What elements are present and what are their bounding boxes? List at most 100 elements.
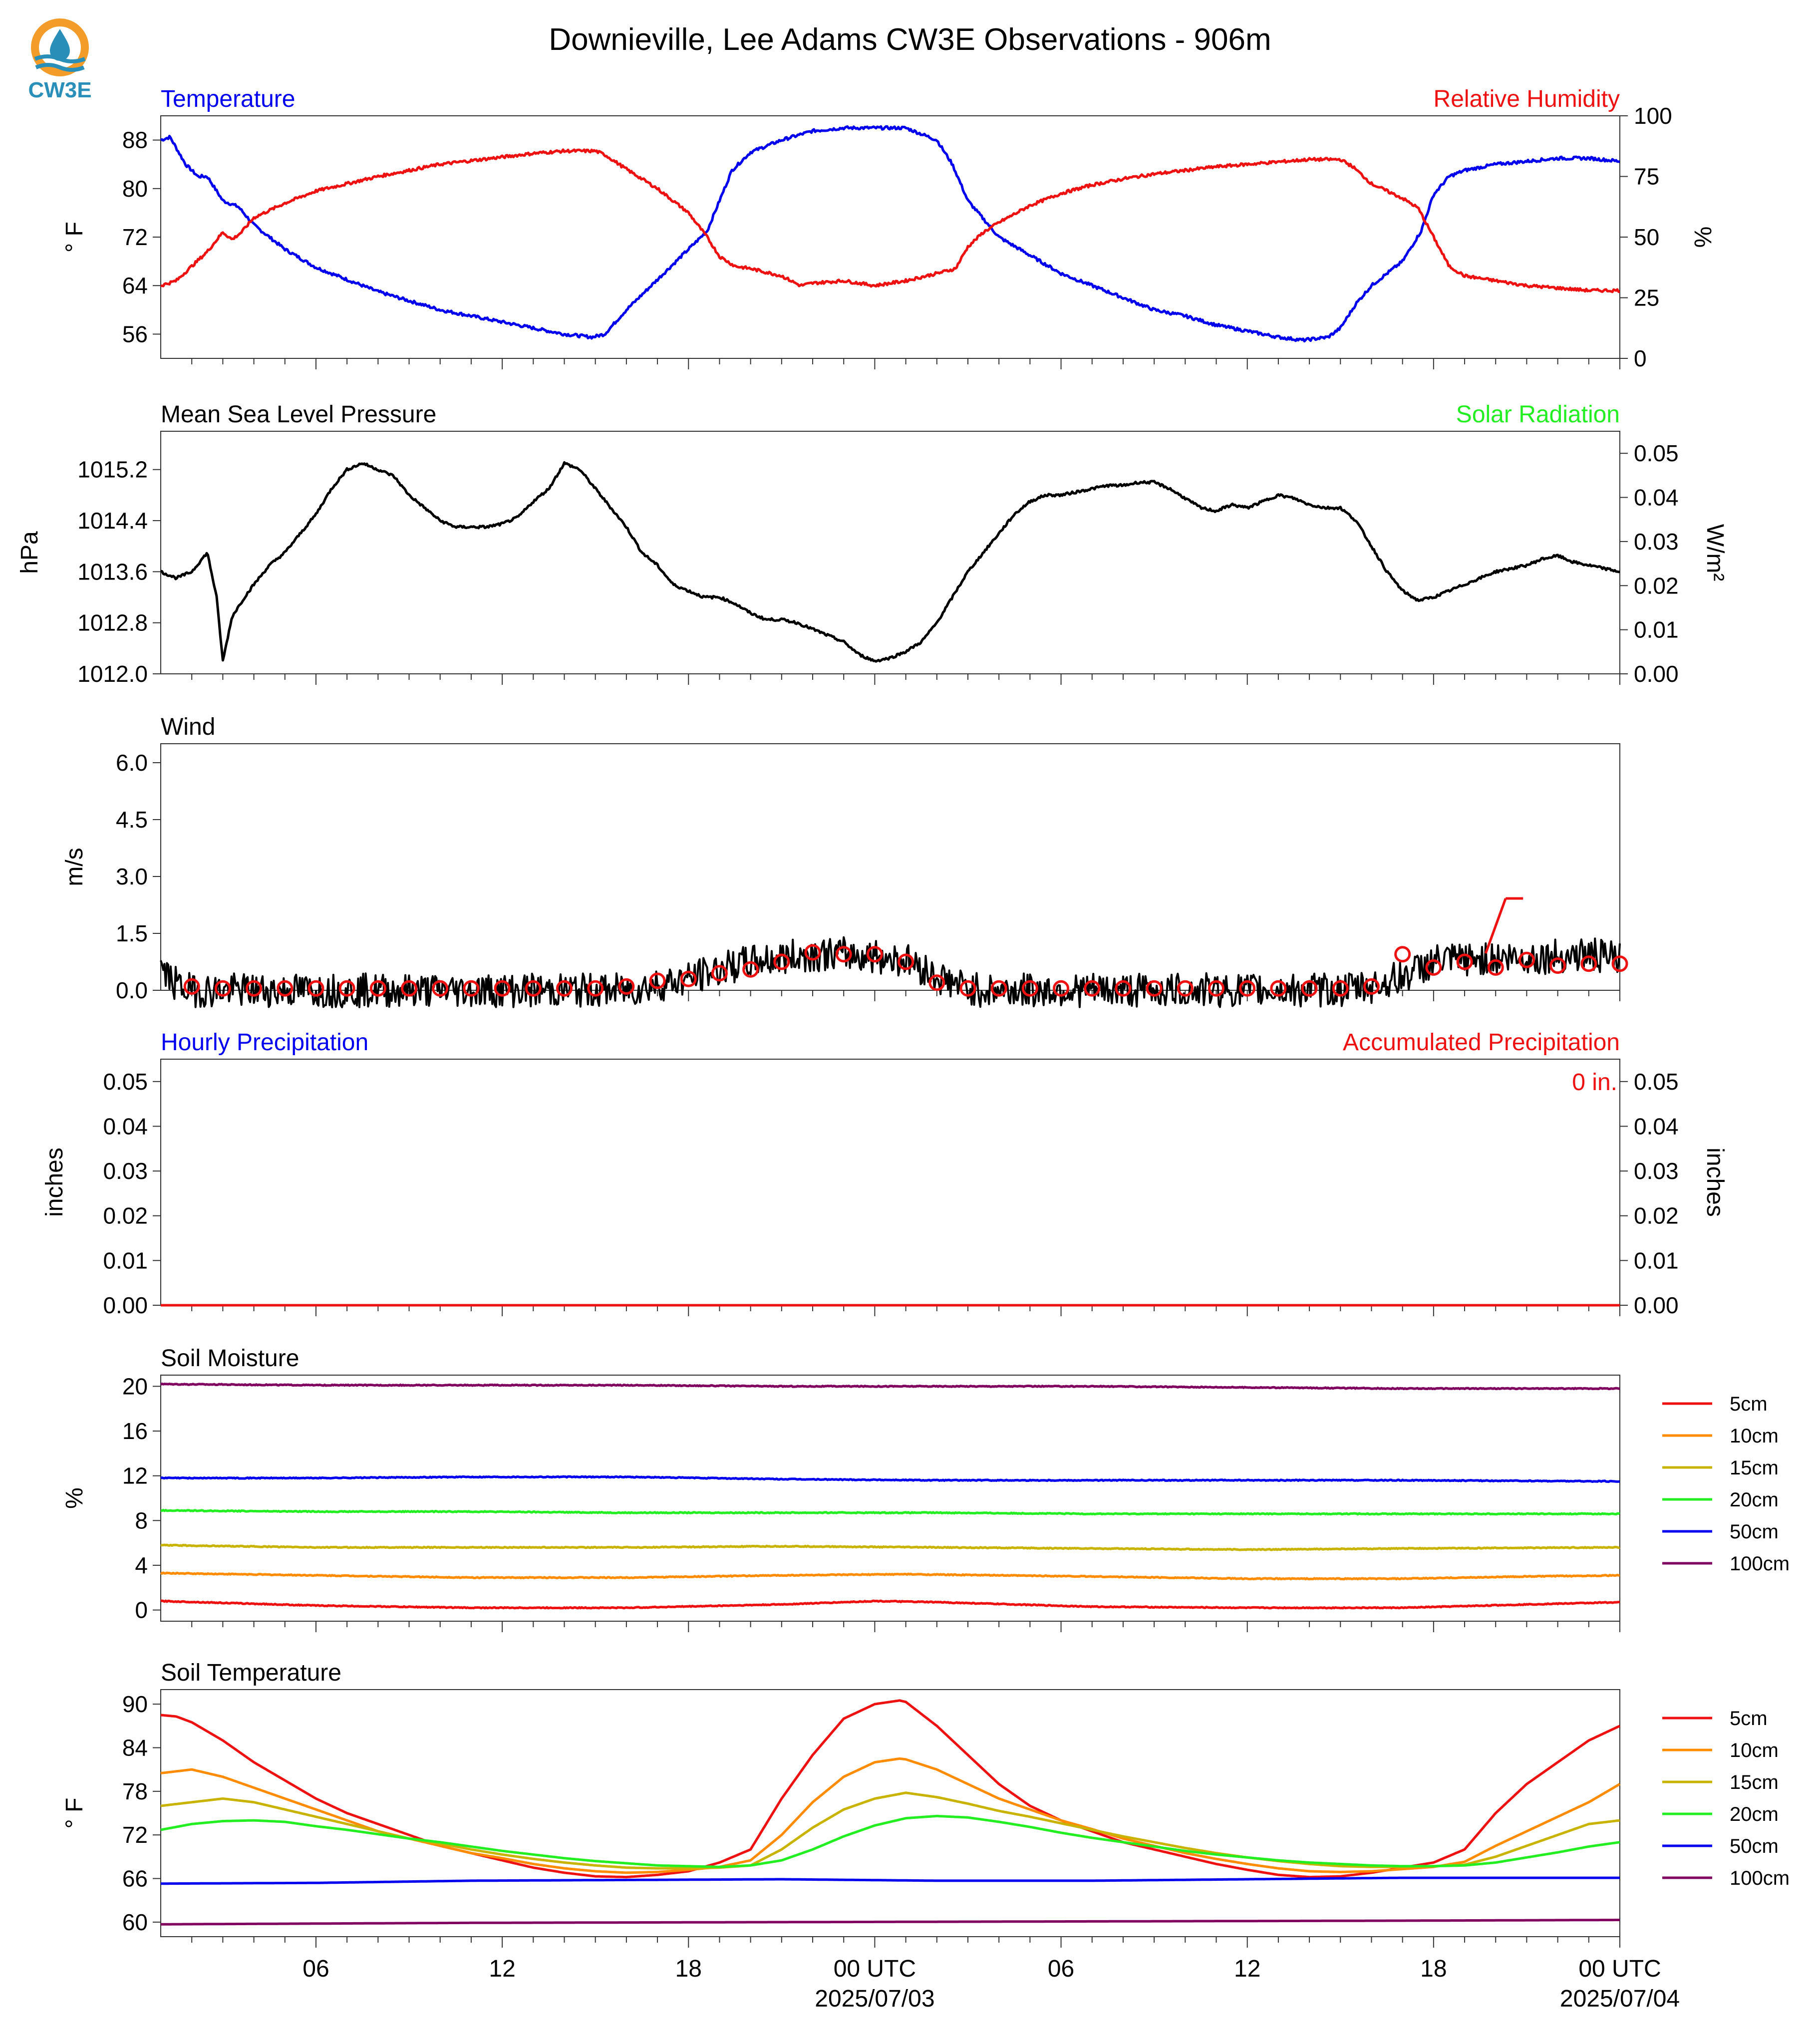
wind-marker — [959, 980, 976, 997]
series-line-20cm — [160, 1814, 1620, 1868]
y-axis-label-right: W/m² — [1702, 524, 1728, 581]
logo-wave-icon — [35, 63, 85, 72]
wind-marker — [183, 978, 200, 995]
wind-marker — [1208, 980, 1225, 997]
wind-marker — [618, 978, 635, 995]
y-tick-label-left: 1.5 — [116, 920, 148, 946]
wind-marker — [1021, 980, 1038, 997]
legend-label: 50cm — [1730, 1521, 1779, 1543]
y-tick-label-left: 8 — [135, 1507, 148, 1533]
y-tick-label-left: 1014.4 — [77, 508, 148, 534]
legend-label: 10cm — [1730, 1739, 1779, 1761]
y-axis-label-left: m/s — [61, 848, 88, 886]
panel-title-right: Solar Radiation — [1456, 401, 1620, 428]
y-axis-label-right: inches — [1702, 1148, 1728, 1217]
legend-label: 20cm — [1730, 1489, 1779, 1511]
panel-title-left: Soil Temperature — [161, 1660, 341, 1686]
wind-marker — [649, 972, 666, 989]
series-line-5cm — [160, 1699, 1621, 1879]
panel-temp_rh: Temperature Relative Humidity 56 64 72 80 88 0 2… — [61, 86, 1716, 371]
wind-marker — [1611, 955, 1628, 972]
logo-text: CW3E — [28, 78, 91, 102]
series-line-20cm — [160, 1508, 1620, 1516]
x-tick-label: 12 — [1234, 1956, 1260, 1982]
x-tick-label: 06 — [303, 1956, 329, 1982]
series-line-100cm — [160, 1382, 1620, 1391]
legend-label: 50cm — [1730, 1835, 1779, 1857]
y-tick-label-right: 0.01 — [1634, 617, 1679, 643]
logo-wave-icon — [34, 54, 86, 63]
legend-label: 10cm — [1730, 1425, 1779, 1447]
panel-soil_temp: Soil Temperature 60 66 72 78 84 90 ° F 5cm 10cm 15… — [61, 1660, 1790, 2012]
y-tick-label-right: 25 — [1634, 285, 1659, 311]
y-tick-label-left: 6.0 — [116, 750, 148, 776]
wind-marker — [1549, 957, 1566, 974]
series-line-10cm — [160, 1571, 1620, 1581]
wind-marker — [556, 980, 573, 997]
series-line-50cm — [160, 1475, 1620, 1483]
y-axis-label-left: % — [61, 1487, 88, 1509]
panel-precip: Hourly Precipitation Accumulated Precipit… — [41, 1029, 1728, 1318]
plot-frame — [160, 1375, 1620, 1622]
panel-title-left: Mean Sea Level Pressure — [161, 401, 436, 428]
y-tick-label-left: 88 — [122, 127, 148, 153]
y-tick-label-right: 0.05 — [1634, 440, 1679, 466]
legend-label: 20cm — [1730, 1803, 1779, 1825]
y-tick-label-right: 0.02 — [1634, 573, 1679, 598]
y-tick-label-left: 0.03 — [103, 1158, 148, 1184]
y-tick-label-right: 0.00 — [1634, 661, 1679, 687]
wind-marker — [1177, 980, 1194, 997]
x-tick-date-label: 2025/07/03 — [815, 1986, 934, 2012]
wind-marker — [494, 980, 511, 997]
y-tick-label-left: 56 — [122, 321, 148, 347]
cw3e-logo: CW3E — [28, 18, 92, 102]
y-axis-label-left: ° F — [61, 1798, 88, 1829]
series-line-15cm — [160, 1791, 1620, 1870]
y-tick-label-right: 0.03 — [1634, 1158, 1679, 1184]
wind-marker — [525, 980, 542, 997]
legend-label: 5cm — [1730, 1708, 1768, 1730]
x-tick-date-label: 2025/07/04 — [1560, 1986, 1680, 2012]
wind-marker — [214, 980, 231, 997]
x-tick-label: 12 — [489, 1956, 515, 1982]
wind-marker — [1270, 980, 1287, 997]
wind-marker — [307, 980, 324, 997]
y-tick-label-left: 90 — [122, 1691, 148, 1717]
y-tick-label-left: 72 — [122, 1822, 148, 1848]
wind-marker — [246, 980, 263, 997]
plot-frame — [160, 743, 1620, 991]
wind-marker — [1518, 951, 1535, 968]
x-tick-label: 00 UTC — [834, 1956, 916, 1982]
legend-label: 5cm — [1730, 1393, 1768, 1415]
wind-marker — [338, 980, 355, 997]
y-tick-label-left: 66 — [122, 1866, 148, 1892]
wind-marker — [401, 980, 418, 997]
y-tick-label-right: 0.01 — [1634, 1247, 1679, 1273]
wind-marker — [1239, 980, 1256, 997]
wind-marker — [1332, 980, 1349, 997]
x-tick-label: 18 — [1420, 1956, 1447, 1982]
y-axis-label-left: ° F — [61, 222, 88, 253]
wind-marker — [587, 980, 604, 997]
panel-title-left: Temperature — [161, 86, 295, 112]
wind-marker — [463, 980, 480, 997]
y-tick-label-left: 64 — [122, 273, 148, 298]
y-tick-label-left: 0.05 — [103, 1069, 148, 1095]
wind-barb — [1484, 898, 1507, 954]
wind-marker — [866, 946, 883, 963]
y-tick-label-left: 72 — [122, 224, 148, 250]
wind-marker — [898, 953, 914, 970]
wind-marker — [1115, 980, 1132, 997]
y-tick-label-left: 60 — [122, 1909, 148, 1935]
wind-marker — [1084, 980, 1101, 997]
plot-frame — [160, 115, 1620, 359]
series-line-15cm — [160, 1543, 1620, 1551]
legend-label: 15cm — [1730, 1771, 1779, 1793]
wind-marker — [1456, 953, 1473, 970]
legend-label: 15cm — [1730, 1457, 1779, 1479]
y-axis-label-left: inches — [41, 1148, 68, 1217]
panel-soil_moisture: Soil Moisture 0 4 8 12 16 20% 5cm 10cm 15cm 20cm 50… — [61, 1345, 1790, 1632]
y-tick-label-left: 78 — [122, 1778, 148, 1804]
y-tick-label-left: 16 — [122, 1418, 148, 1444]
wind-marker — [1580, 955, 1597, 972]
